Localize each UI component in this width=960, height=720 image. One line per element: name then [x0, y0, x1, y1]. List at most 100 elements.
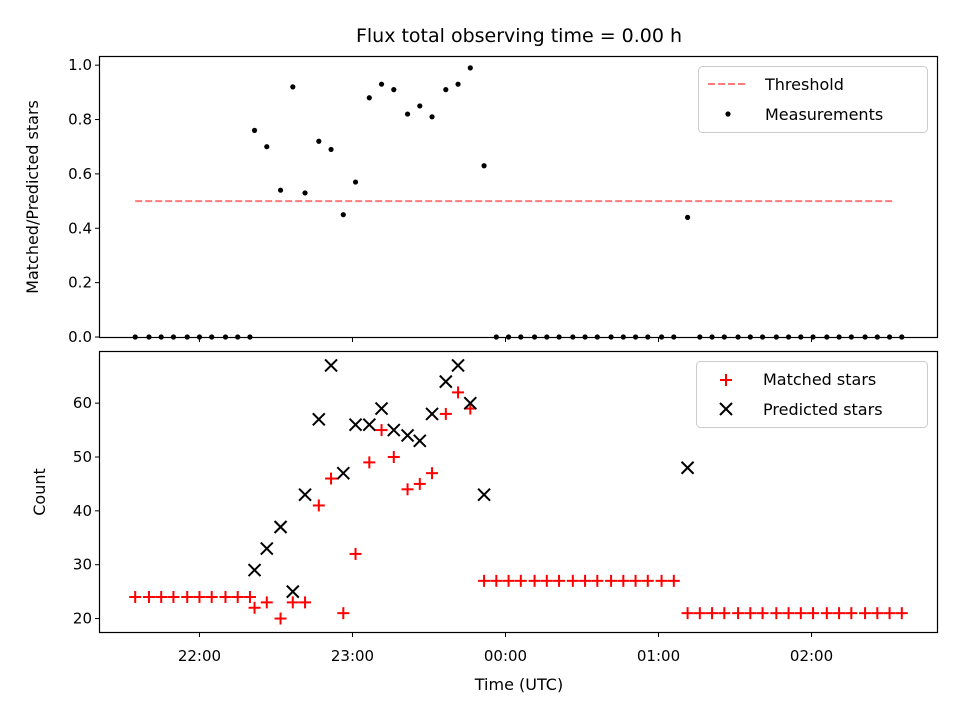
bottom-panel: 20 30 40 50 60 22:00 23:00 00:00 01:00 02:00 Cou… [30, 350, 939, 694]
measurement-point [340, 212, 346, 218]
predicted-stars-point [413, 434, 427, 448]
predicted-stars-point [477, 487, 491, 502]
measurement-point [417, 103, 423, 109]
top-y-axis-ticks: 0.0 0.2 0.4 0.6 0.8 1.0 [68, 56, 100, 346]
predicted-stars-point [298, 487, 312, 502]
matched-stars-point [833, 607, 846, 620]
matched-stars-point [579, 574, 592, 587]
predicted-stars-point [286, 584, 300, 599]
measurement-point [404, 111, 411, 117]
top-legend: Threshold Measurements [698, 66, 928, 133]
bottom-legend-box [696, 361, 928, 428]
measurement-point [366, 95, 372, 101]
measurement-point [316, 138, 322, 144]
x-axis-label: Time (UTC) [474, 675, 563, 694]
matched-stars-point [871, 607, 884, 620]
x-tick-label: 02:00 [790, 647, 833, 665]
predicted-stars-legend-marker [719, 402, 733, 416]
matched-stars-point [807, 607, 820, 620]
measurement-point [302, 190, 308, 196]
matched-stars-point [591, 574, 604, 587]
matched-stars-point [859, 607, 872, 620]
bottom-panel-marks [129, 358, 908, 625]
bottom-x-axis-ticks: 22:00 23:00 00:00 01:00 02:00 [178, 632, 833, 665]
bottom-y-tick-label: 20 [73, 610, 92, 628]
predicted-stars-point [374, 401, 389, 416]
matched-stars-point [732, 607, 745, 620]
matched-stars-point [426, 467, 439, 480]
matched-stars-legend-label: Matched stars [763, 370, 876, 389]
predicted-stars-point [400, 428, 415, 443]
bottom-plot-frame [98, 350, 939, 634]
predicted-stars-point [362, 417, 377, 432]
matched-stars-point [655, 574, 668, 587]
bottom-y-tick-label: 60 [73, 394, 92, 412]
predicted-stars-point [680, 461, 695, 475]
matched-stars-point [155, 591, 168, 603]
matched-stars-point [681, 607, 694, 620]
matched-stars-point [693, 607, 706, 620]
top-y-tick-label: 1.0 [68, 56, 92, 74]
matched-stars-point [205, 591, 218, 603]
matched-stars-point [452, 386, 465, 399]
matched-stars-point [375, 424, 388, 437]
predicted-stars-legend-label: Predicted stars [763, 400, 883, 419]
matched-stars-point [770, 607, 783, 620]
matched-stars-point [641, 574, 654, 587]
matched-stars-point [895, 607, 908, 620]
measurement-point [391, 87, 397, 93]
measurement-point [290, 84, 296, 90]
matched-stars-point [845, 607, 858, 620]
matched-stars-point [439, 407, 452, 420]
predicted-stars-point [451, 358, 465, 373]
bottom-y-tick-label: 30 [73, 556, 92, 574]
top-y-axis-label: Matched/Predicted stars [23, 100, 42, 294]
measurement-point [443, 87, 449, 93]
matched-stars-point [413, 477, 426, 490]
measurement-point [328, 146, 334, 153]
matched-stars-point [502, 574, 515, 587]
top-y-tick-label: 0.6 [68, 165, 92, 183]
measurement-point [467, 65, 473, 71]
threshold-legend-label: Threshold [764, 75, 844, 94]
matched-stars-point [883, 607, 896, 620]
bottom-y-tick-label: 40 [73, 502, 92, 520]
predicted-stars-point [324, 358, 338, 373]
predicted-stars-point [312, 412, 326, 427]
matched-stars-point [312, 499, 325, 512]
top-y-tick-label: 0.4 [68, 219, 92, 237]
predicted-stars-point [439, 374, 453, 389]
matched-stars-point [167, 591, 180, 603]
measurement-point [481, 163, 487, 169]
measurement-point [378, 81, 385, 87]
predicted-stars-point [336, 466, 351, 480]
matched-stars-point [129, 591, 142, 603]
matched-stars-point [617, 574, 630, 587]
x-tick-label: 01:00 [637, 647, 680, 665]
matched-stars-point [820, 607, 833, 620]
matched-stars-point [337, 607, 350, 620]
matched-stars-point [528, 574, 541, 587]
chart-title: Flux total observing time = 0.00 h [356, 25, 682, 47]
top-panel: 0.0 0.2 0.4 0.6 0.8 1.0 Matched/Predicted sta… [23, 55, 939, 346]
matched-stars-point [193, 591, 206, 603]
matched-stars-point [401, 483, 414, 496]
matched-stars-point [514, 574, 527, 587]
matched-stars-point [540, 574, 553, 587]
matched-stars-point [231, 591, 244, 603]
matched-stars-point [274, 612, 287, 625]
matched-stars-point [387, 451, 400, 463]
bottom-y-tick-label: 50 [73, 448, 92, 466]
matched-stars-point [744, 607, 757, 620]
predicted-stars-point [260, 541, 274, 556]
top-legend-box [698, 66, 928, 133]
matched-stars-point [706, 607, 719, 620]
measurement-point [455, 81, 461, 87]
matched-stars-legend-marker [720, 374, 732, 386]
top-y-tick-label: 0.2 [68, 274, 92, 292]
matched-stars-point [363, 456, 376, 469]
predicted-stars-point [247, 563, 262, 577]
matched-stars-point [605, 574, 618, 587]
matched-stars-point [629, 574, 642, 587]
matched-stars-point [248, 601, 261, 614]
